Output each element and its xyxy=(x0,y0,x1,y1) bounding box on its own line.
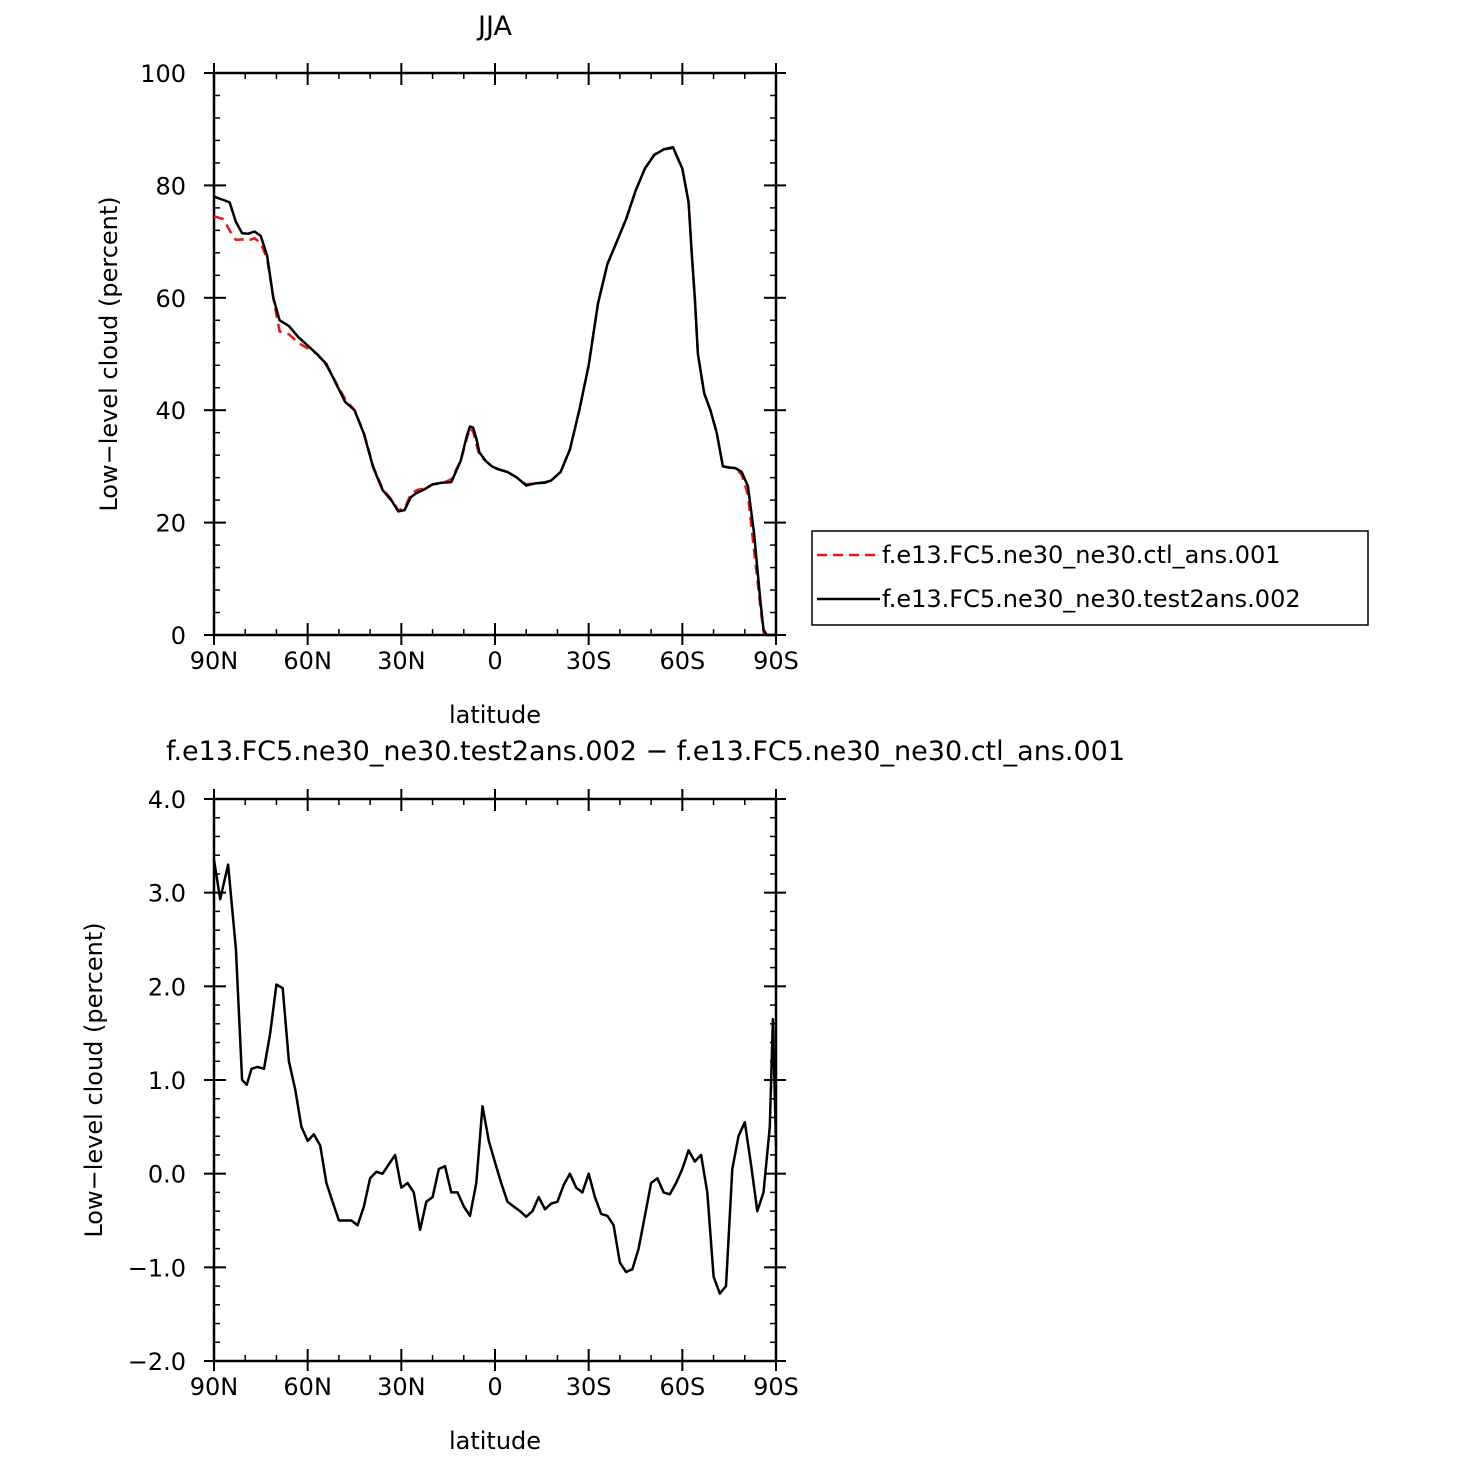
top-panel: JJA 90N 60N 30N 0 30S 60S 90S 0 20 40 60 80 100 lati… xyxy=(95,11,1369,729)
top-axis-ticks xyxy=(204,63,786,645)
top-xtick-label: 90N xyxy=(190,647,239,675)
bottom-xtick-label: 60N xyxy=(283,1373,332,1401)
bottom-xtick-label: 30S xyxy=(566,1373,612,1401)
top-ytick-label: 0 xyxy=(171,622,186,650)
bottom-ytick-label: 0.0 xyxy=(148,1161,186,1189)
bottom-xtick-label: 30N xyxy=(377,1373,426,1401)
top-series-line-0 xyxy=(213,147,776,637)
top-xtick-label: 90S xyxy=(753,647,799,675)
top-xtick-label: 0 xyxy=(487,647,502,675)
top-chart-title: JJA xyxy=(476,11,512,42)
top-ytick-label: 100 xyxy=(140,60,186,88)
top-ytick-label: 80 xyxy=(155,172,186,200)
bottom-series-lines xyxy=(212,859,778,1295)
bottom-xtick-label: 60S xyxy=(659,1373,705,1401)
top-xtick-label: 30S xyxy=(566,647,612,675)
top-ytick-label: 20 xyxy=(155,510,186,538)
top-tick-labels: 90N 60N 30N 0 30S 60S 90S 0 20 40 60 80 100 xyxy=(140,60,799,675)
top-ytick-label: 60 xyxy=(155,285,186,313)
bottom-ytick-label: 1.0 xyxy=(148,1067,186,1095)
legend-label-test: f.e13.FC5.ne30_ne30.test2ans.002 xyxy=(882,585,1301,613)
bottom-ytick-label: −2.0 xyxy=(128,1348,186,1376)
top-series-line-1 xyxy=(213,145,776,637)
top-xtick-label: 60N xyxy=(283,647,332,675)
bottom-series-line-0 xyxy=(212,859,778,1295)
top-series-lines xyxy=(213,145,776,637)
bottom-ytick-label: 2.0 xyxy=(148,973,186,1001)
bottom-xtick-label: 90N xyxy=(190,1373,239,1401)
bottom-y-axis-label: Low−level cloud (percent) xyxy=(80,922,108,1237)
bottom-x-axis-label: latitude xyxy=(449,1427,541,1455)
bottom-tick-labels: 90N 60N 30N 0 30S 60S 90S −2.0 −1.0 0.0 1.0 2.0 3.0 4… xyxy=(128,786,799,1401)
top-plot-frame xyxy=(212,71,778,637)
bottom-ytick-label: −1.0 xyxy=(128,1254,186,1282)
top-xtick-label: 30N xyxy=(377,647,426,675)
bottom-ytick-label: 4.0 xyxy=(148,786,186,814)
legend-label-ctl: f.e13.FC5.ne30_ne30.ctl_ans.001 xyxy=(882,541,1281,569)
bottom-panel: f.e13.FC5.ne30_ne30.test2ans.002 − f.e13… xyxy=(80,736,1125,1455)
bottom-plot-frame xyxy=(212,797,778,1363)
top-y-axis-label: Low−level cloud (percent) xyxy=(95,196,123,511)
legend-box xyxy=(811,530,1369,626)
bottom-axis-ticks xyxy=(204,789,786,1371)
bottom-xtick-label: 0 xyxy=(487,1373,502,1401)
bottom-ytick-label: 3.0 xyxy=(148,880,186,908)
bottom-chart-title: f.e13.FC5.ne30_ne30.test2ans.002 − f.e13… xyxy=(166,736,1125,767)
top-xtick-label: 60S xyxy=(659,647,705,675)
top-x-axis-label: latitude xyxy=(449,701,541,729)
legend: f.e13.FC5.ne30_ne30.ctl_ans.001 f.e13.FC… xyxy=(811,530,1369,626)
top-ytick-label: 40 xyxy=(155,397,186,425)
bottom-xtick-label: 90S xyxy=(753,1373,799,1401)
